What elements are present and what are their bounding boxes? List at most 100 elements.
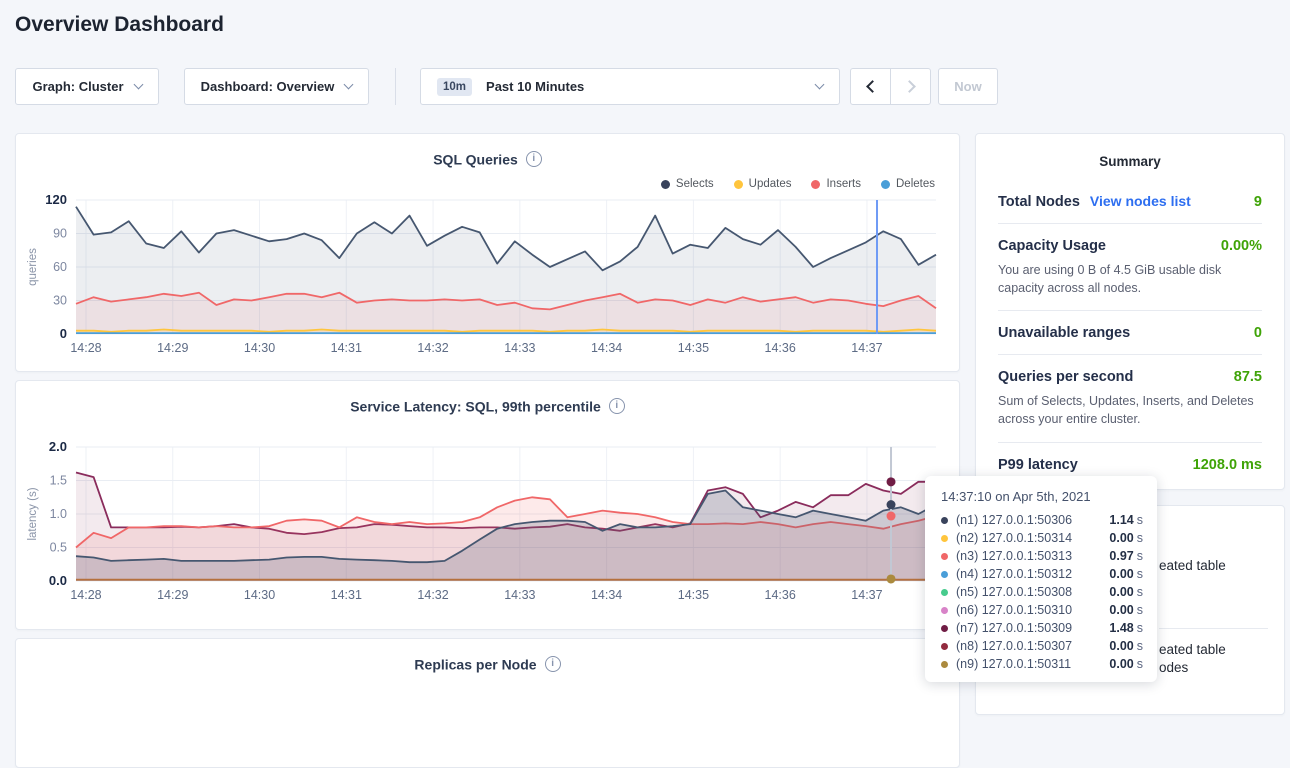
node-address: (n5) 127.0.0.1:50308 xyxy=(956,585,1073,599)
graph-dropdown-label: Graph: Cluster xyxy=(32,79,124,94)
crosshair-dot xyxy=(886,511,896,521)
tooltip-timestamp: 14:37:10 on Apr 5th, 2021 xyxy=(941,489,1091,504)
legend-item-inserts[interactable]: Inserts xyxy=(811,178,861,190)
node-address: (n6) 127.0.0.1:50310 xyxy=(956,603,1073,617)
x-tick-label: 14:35 xyxy=(678,341,709,355)
series-area-n1 xyxy=(76,490,936,581)
replicas-per-node-title-text: Replicas per Node xyxy=(414,656,537,673)
event-item-fragment: eated table xyxy=(1159,558,1226,573)
y-tick-label: 1.5 xyxy=(50,474,67,488)
series-line-n1 xyxy=(75,489,937,564)
now-button[interactable]: Now xyxy=(938,68,998,105)
tooltip-node-row: (n8) 127.0.0.1:50307 0.00 s xyxy=(941,637,1143,655)
time-step-forward-button[interactable] xyxy=(890,69,930,104)
time-step-back-button[interactable] xyxy=(851,69,890,104)
node-address: (n3) 127.0.0.1:50313 xyxy=(956,549,1073,563)
y-tick-label: 0.0 xyxy=(49,573,67,588)
stat-description: You are using 0 B of 4.5 GiB usable disk… xyxy=(998,263,1222,296)
node-color-dot-icon xyxy=(941,606,948,614)
chevron-down-icon xyxy=(133,79,143,90)
series-area-n7 xyxy=(76,472,936,581)
legend-item-selects[interactable]: Selects xyxy=(660,178,714,190)
stat-label: Total Nodes xyxy=(998,194,1080,210)
page-title: Overview Dashboard xyxy=(15,13,224,36)
x-tick-label: 14:30 xyxy=(244,341,275,355)
x-tick-label: 14:36 xyxy=(765,341,796,355)
series-area-Inserts xyxy=(76,292,936,334)
x-tick-label: 14:29 xyxy=(157,341,188,355)
info-icon[interactable]: i xyxy=(544,656,561,673)
time-range-dropdown[interactable]: 10m Past 10 Minutes xyxy=(420,68,840,105)
legend-dot-icon xyxy=(733,179,743,189)
node-latency-value: 0.00 s xyxy=(1109,531,1143,545)
node-latency-value: 0.00 s xyxy=(1109,567,1143,581)
sql-queries-chart[interactable]: 14:28 14:29 14:30 14:31 14:32 14:33 14:34 14:35… xyxy=(16,194,959,372)
graph-dropdown[interactable]: Graph: Cluster xyxy=(15,68,159,105)
info-icon[interactable]: i xyxy=(525,151,542,168)
legend-item-deletes[interactable]: Deletes xyxy=(881,178,935,190)
info-icon[interactable]: i xyxy=(608,398,625,415)
view-nodes-list-link[interactable]: View nodes list xyxy=(1089,193,1191,209)
node-latency-value: 0.00 s xyxy=(1109,603,1143,617)
x-tick-label: 14:32 xyxy=(417,341,448,355)
x-tick-label: 14:33 xyxy=(504,341,535,355)
service-latency-chart[interactable]: 14:28 14:29 14:30 14:31 14:32 14:33 14:34 14:35… xyxy=(16,441,959,630)
x-tick-label: 14:32 xyxy=(417,588,448,602)
node-latency-value: 0.00 s xyxy=(1109,585,1143,599)
tooltip-node-row: (n1) 127.0.0.1:50306 1.14 s xyxy=(941,511,1143,529)
stat-label: Unavailable ranges xyxy=(998,325,1131,342)
y-tick-label: 2.0 xyxy=(49,441,67,454)
summary-stat-row: Queries per second 87.5 Sum of Selects, Up… xyxy=(998,355,1262,443)
event-item-fragment: odes xyxy=(1159,660,1189,675)
node-color-dot-icon xyxy=(941,552,948,560)
x-tick-label: 14:28 xyxy=(70,588,101,602)
summary-stat-row: Total Nodes View nodes list 9 xyxy=(998,179,1262,224)
y-axis-label: latency (s) xyxy=(27,487,39,540)
event-divider xyxy=(1159,628,1268,629)
stat-value: 1208.0 ms xyxy=(1192,456,1262,473)
crosshair-dot xyxy=(886,574,896,584)
replicas-per-node-panel: Replicas per Node i xyxy=(15,638,960,768)
tooltip-node-row: (n2) 127.0.0.1:50314 0.00 s xyxy=(941,529,1143,547)
stat-label: P99 latency xyxy=(998,456,1078,473)
sql-queries-panel: SQL Queries i Selects Updates Inserts Delete… xyxy=(15,133,960,372)
x-tick-label: 14:37 xyxy=(851,341,882,355)
y-axis-label: queries xyxy=(27,248,39,286)
tooltip-node-row: (n9) 127.0.0.1:50311 0.00 s xyxy=(941,655,1143,673)
x-tick-label: 14:37 xyxy=(851,588,882,602)
y-tick-label: 60 xyxy=(53,260,67,274)
series-area-n3 xyxy=(76,497,936,581)
series-line-Inserts xyxy=(75,291,937,311)
summary-title: Summary xyxy=(1099,154,1161,169)
sql-queries-legend: Selects Updates Inserts Deletes xyxy=(660,178,935,190)
series-line-Updates xyxy=(76,328,937,333)
node-color-dot-icon xyxy=(941,534,948,542)
stat-description: Sum of Selects, Updates, Inserts, and De… xyxy=(998,394,1254,427)
legend-dot-icon xyxy=(811,179,821,189)
summary-stat-row: P99 latency 1208.0 ms xyxy=(998,443,1262,486)
chevron-right-icon xyxy=(902,80,916,93)
node-color-dot-icon xyxy=(941,516,948,524)
dashboard-dropdown[interactable]: Dashboard: Overview xyxy=(184,68,369,105)
node-color-dot-icon xyxy=(941,660,948,668)
legend-dot-icon xyxy=(881,179,890,189)
x-tick-label: 14:30 xyxy=(244,588,275,602)
tooltip-node-row: (n7) 127.0.0.1:50309 1.48 s xyxy=(941,619,1143,637)
legend-dot-icon xyxy=(660,179,670,189)
toolbar-divider xyxy=(395,68,396,105)
summary-stat-row: Capacity Usage 0.00% You are using 0 B of … xyxy=(998,224,1262,312)
sql-queries-title: SQL Queries i xyxy=(16,150,959,168)
summary-stats: Total Nodes View nodes list 9 Capacity Usag… xyxy=(976,169,1284,486)
sql-queries-title-text: SQL Queries xyxy=(433,151,518,168)
x-tick-label: 14:34 xyxy=(591,341,622,355)
legend-item-updates[interactable]: Updates xyxy=(733,178,791,190)
node-latency-value: 0.00 s xyxy=(1109,657,1143,671)
tooltip-node-row: (n6) 127.0.0.1:50310 0.00 s xyxy=(941,601,1143,619)
series-line-n3 xyxy=(75,496,937,549)
x-tick-label: 14:34 xyxy=(591,588,622,602)
crosshair-dot xyxy=(886,500,896,510)
event-item-fragment: eated table xyxy=(1159,642,1226,657)
chart-tooltip: 14:37:10 on Apr 5th, 2021 (n1) 127.0.0.1… xyxy=(925,476,1157,682)
node-color-dot-icon xyxy=(941,570,948,578)
service-latency-title: Service Latency: SQL, 99th percentile i xyxy=(16,397,959,415)
